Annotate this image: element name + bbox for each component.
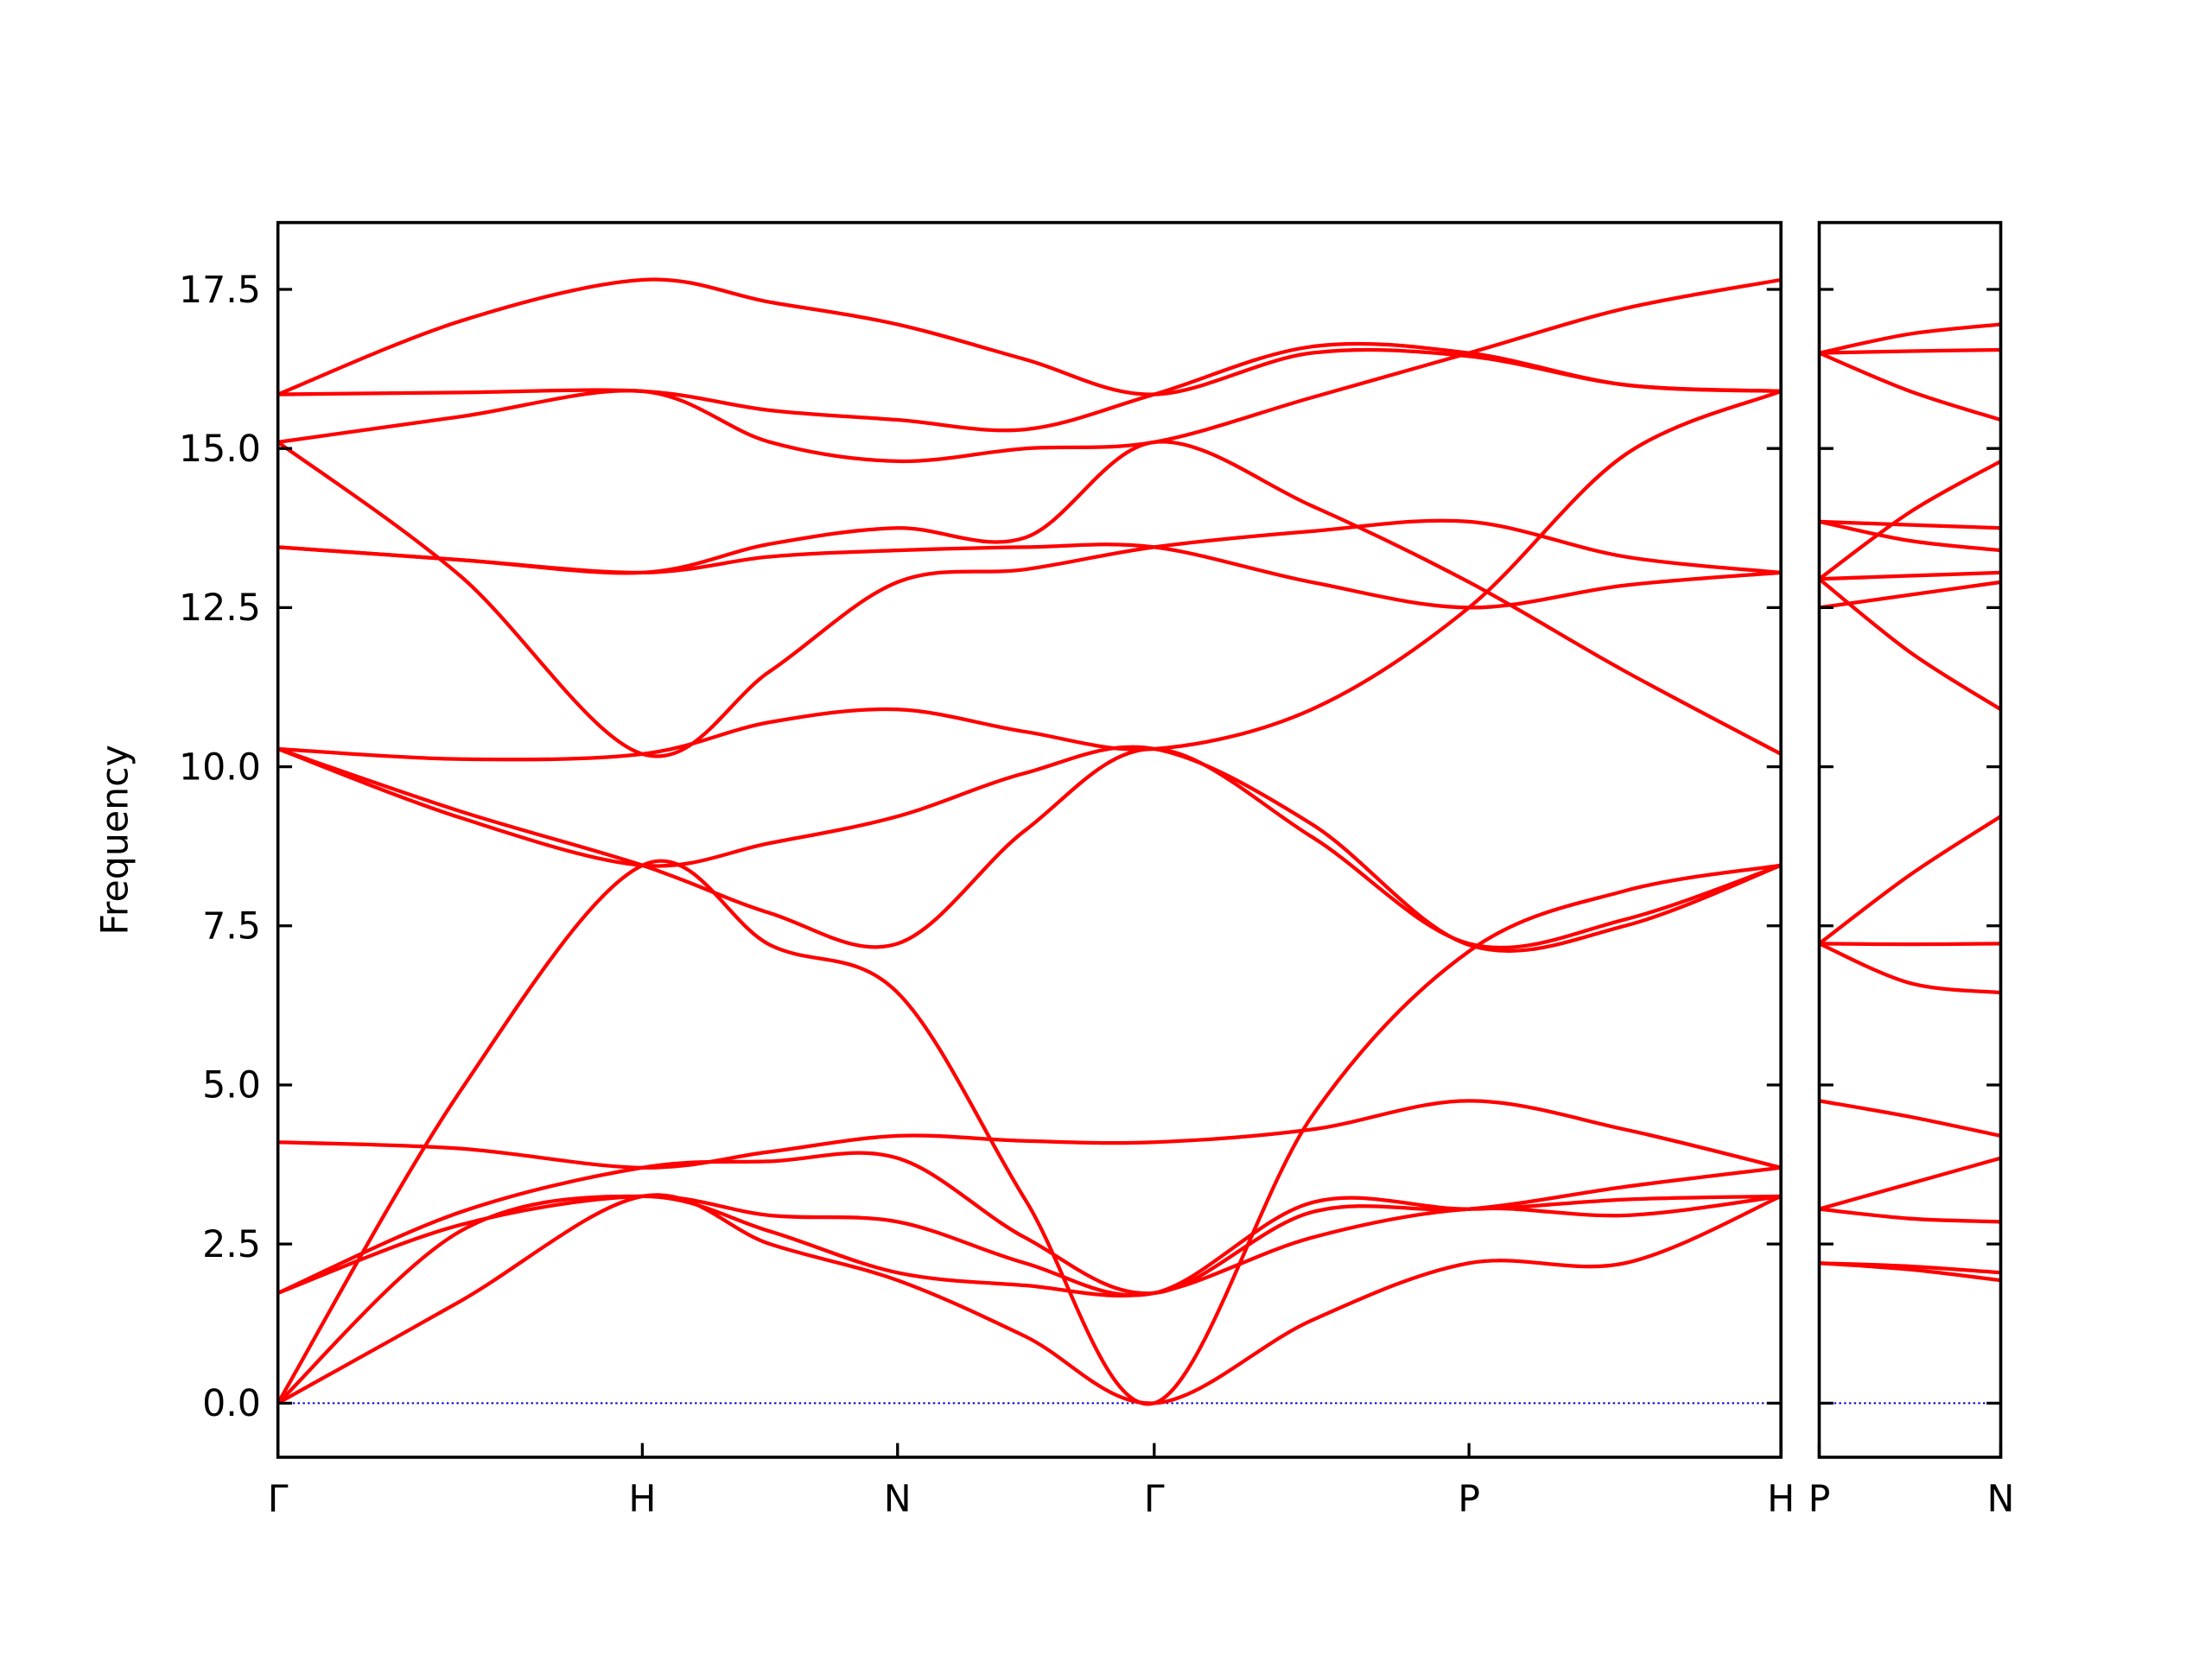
band-line <box>1819 580 2001 610</box>
band-line <box>1819 1099 2001 1138</box>
band-line <box>277 277 1782 464</box>
band-line <box>1819 942 2001 947</box>
band-line <box>277 745 1782 953</box>
band-line <box>1819 519 2001 553</box>
band-line <box>1819 942 2001 995</box>
band-line <box>277 441 1782 758</box>
x-tick-label: Γ <box>268 1477 289 1520</box>
x-tick-label: Γ <box>1144 1477 1165 1520</box>
band-line <box>277 341 1782 433</box>
x-tick-label: N <box>884 1477 912 1520</box>
x-tick-label: H <box>628 1477 656 1520</box>
y-tick-label: 12.5 <box>179 587 261 630</box>
band-line <box>277 389 1782 762</box>
band-line <box>277 746 1782 950</box>
y-axis-label: Frequency <box>94 745 137 935</box>
axes-frame <box>1817 220 2003 1459</box>
band-line <box>1819 322 2001 355</box>
band-line <box>277 277 1782 396</box>
band-line <box>1819 1207 2001 1224</box>
y-tick-label: 7.5 <box>202 905 261 948</box>
band-line <box>1819 351 2001 422</box>
y-tick-label: 17.5 <box>179 269 261 312</box>
band-line <box>1819 347 2001 355</box>
x-tick-label: P <box>1808 1477 1831 1520</box>
y-tick-label: 2.5 <box>202 1223 261 1266</box>
axes-frame <box>276 220 1783 1459</box>
band-line <box>1819 577 2001 712</box>
x-tick-label: P <box>1458 1477 1480 1520</box>
y-tick-label: 15.0 <box>179 428 261 471</box>
band-line <box>1819 460 2001 580</box>
band-line <box>277 1099 1782 1170</box>
band-line <box>1819 815 2001 946</box>
y-tick-label: 0.0 <box>202 1382 261 1425</box>
x-tick-label: H <box>1767 1477 1795 1520</box>
band-line <box>277 1193 1782 1405</box>
y-tick-label: 10.0 <box>179 745 261 789</box>
band-line <box>277 1194 1782 1405</box>
plot-area <box>277 277 1782 1406</box>
band-line <box>277 1151 1782 1296</box>
x-tick-label: N <box>1987 1477 2015 1520</box>
y-tick-label: 5.0 <box>202 1064 261 1107</box>
band-line <box>1819 570 2001 581</box>
band-line <box>1819 519 2001 530</box>
band-line <box>277 440 1782 756</box>
plot-area <box>1819 322 2001 1405</box>
band-line <box>1819 1156 2001 1211</box>
band-line <box>1819 1261 2001 1275</box>
band-line <box>277 859 1782 1406</box>
band-line <box>277 1194 1782 1297</box>
